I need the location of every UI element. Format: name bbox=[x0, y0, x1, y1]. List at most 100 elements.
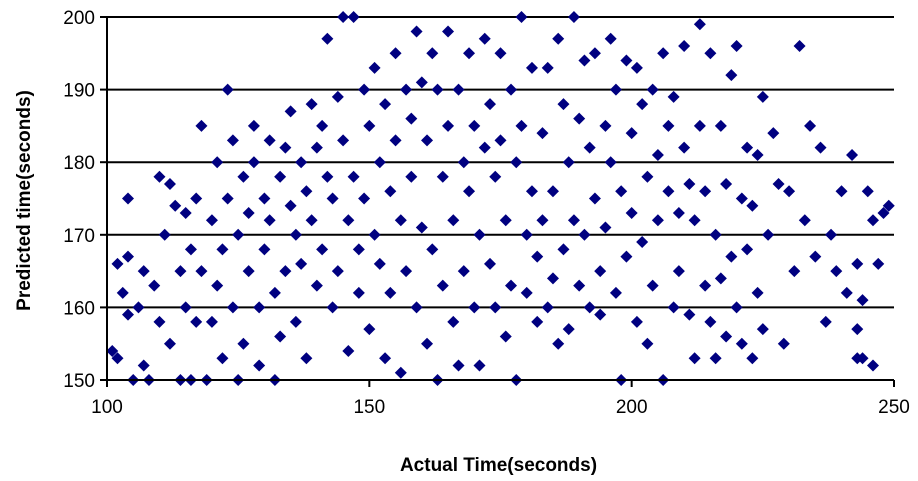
data-point-177 bbox=[588, 192, 601, 205]
data-point-268 bbox=[872, 257, 885, 270]
data-point-53 bbox=[263, 214, 276, 227]
data-point-34 bbox=[216, 243, 229, 256]
data-point-115 bbox=[426, 243, 439, 256]
data-point-129 bbox=[463, 185, 476, 198]
data-point-220 bbox=[704, 47, 717, 60]
data-point-64 bbox=[295, 156, 308, 169]
data-point-88 bbox=[358, 83, 371, 96]
data-point-239 bbox=[751, 286, 764, 299]
x-tick-label-3: 250 bbox=[878, 397, 910, 418]
data-point-138 bbox=[489, 170, 502, 183]
data-point-116 bbox=[431, 83, 444, 96]
data-point-236 bbox=[746, 352, 759, 365]
data-point-54 bbox=[268, 286, 281, 299]
y-tick-label-0: 150 bbox=[63, 371, 95, 392]
data-point-162 bbox=[552, 32, 565, 45]
data-point-179 bbox=[594, 308, 607, 321]
x-tick-label-1: 150 bbox=[353, 397, 385, 418]
data-point-218 bbox=[699, 279, 712, 292]
y-tick-label-4: 190 bbox=[63, 81, 95, 102]
data-point-86 bbox=[352, 243, 365, 256]
data-point-213 bbox=[683, 177, 696, 190]
data-point-50 bbox=[258, 192, 271, 205]
data-point-256 bbox=[835, 185, 848, 198]
data-point-71 bbox=[310, 279, 323, 292]
data-point-37 bbox=[221, 192, 234, 205]
data-point-248 bbox=[793, 40, 806, 53]
data-point-78 bbox=[331, 90, 344, 103]
data-point-260 bbox=[851, 323, 864, 336]
data-point-234 bbox=[741, 141, 754, 154]
data-point-113 bbox=[421, 337, 434, 350]
data-point-125 bbox=[452, 359, 465, 372]
data-point-126 bbox=[457, 156, 470, 169]
data-point-238 bbox=[751, 148, 764, 161]
data-point-74 bbox=[321, 32, 334, 45]
data-point-60 bbox=[284, 105, 297, 118]
data-point-15 bbox=[158, 228, 171, 241]
data-point-142 bbox=[499, 214, 512, 227]
data-point-227 bbox=[720, 177, 733, 190]
data-point-36 bbox=[221, 83, 234, 96]
y-tick-label-2: 170 bbox=[63, 226, 95, 247]
data-point-144 bbox=[504, 83, 517, 96]
data-point-250 bbox=[804, 119, 817, 132]
data-point-146 bbox=[510, 156, 523, 169]
data-point-184 bbox=[609, 83, 622, 96]
data-point-157 bbox=[536, 214, 549, 227]
data-point-84 bbox=[347, 11, 360, 23]
data-point-208 bbox=[672, 207, 685, 220]
data-point-166 bbox=[562, 156, 575, 169]
data-point-59 bbox=[279, 265, 292, 278]
data-point-101 bbox=[389, 134, 402, 147]
data-point-247 bbox=[788, 265, 801, 278]
data-point-255 bbox=[830, 265, 843, 278]
data-point-4 bbox=[121, 250, 134, 263]
data-point-25 bbox=[190, 192, 203, 205]
data-point-127 bbox=[457, 265, 470, 278]
data-point-124 bbox=[452, 83, 465, 96]
data-point-159 bbox=[541, 61, 554, 74]
data-point-211 bbox=[678, 141, 691, 154]
data-point-199 bbox=[646, 279, 659, 292]
data-point-56 bbox=[274, 170, 287, 183]
data-point-122 bbox=[447, 214, 460, 227]
data-point-1 bbox=[111, 352, 124, 365]
data-point-96 bbox=[379, 98, 392, 111]
data-point-32 bbox=[211, 156, 224, 169]
data-point-49 bbox=[253, 359, 266, 372]
data-point-91 bbox=[363, 323, 376, 336]
data-point-89 bbox=[358, 192, 371, 205]
data-point-151 bbox=[520, 286, 533, 299]
data-point-172 bbox=[578, 54, 591, 67]
data-point-204 bbox=[662, 119, 675, 132]
data-point-178 bbox=[594, 265, 607, 278]
x-axis-ticks: 100 150 200 250 bbox=[91, 380, 910, 418]
data-point-139 bbox=[489, 301, 502, 314]
data-point-155 bbox=[531, 315, 544, 328]
data-point-185 bbox=[609, 286, 622, 299]
data-point-189 bbox=[620, 250, 633, 263]
data-point-26 bbox=[190, 315, 203, 328]
data-point-87 bbox=[352, 286, 365, 299]
data-point-244 bbox=[772, 177, 785, 190]
data-point-69 bbox=[305, 214, 318, 227]
data-point-269 bbox=[882, 199, 895, 212]
data-point-190 bbox=[625, 127, 638, 140]
data-point-206 bbox=[667, 301, 680, 314]
data-point-188 bbox=[620, 54, 633, 67]
data-point-110 bbox=[415, 76, 428, 89]
data-point-163 bbox=[552, 337, 565, 350]
y-axis-title: Predicted time(seconds) bbox=[14, 90, 35, 311]
data-point-205 bbox=[662, 185, 675, 198]
data-point-72 bbox=[316, 119, 329, 132]
data-point-47 bbox=[247, 156, 260, 169]
data-point-0 bbox=[106, 344, 119, 357]
data-point-193 bbox=[630, 315, 643, 328]
data-point-145 bbox=[504, 279, 517, 292]
data-point-79 bbox=[331, 265, 344, 278]
data-point-143 bbox=[499, 330, 512, 343]
data-point-240 bbox=[756, 90, 769, 103]
data-point-95 bbox=[373, 257, 386, 270]
data-point-102 bbox=[394, 214, 407, 227]
